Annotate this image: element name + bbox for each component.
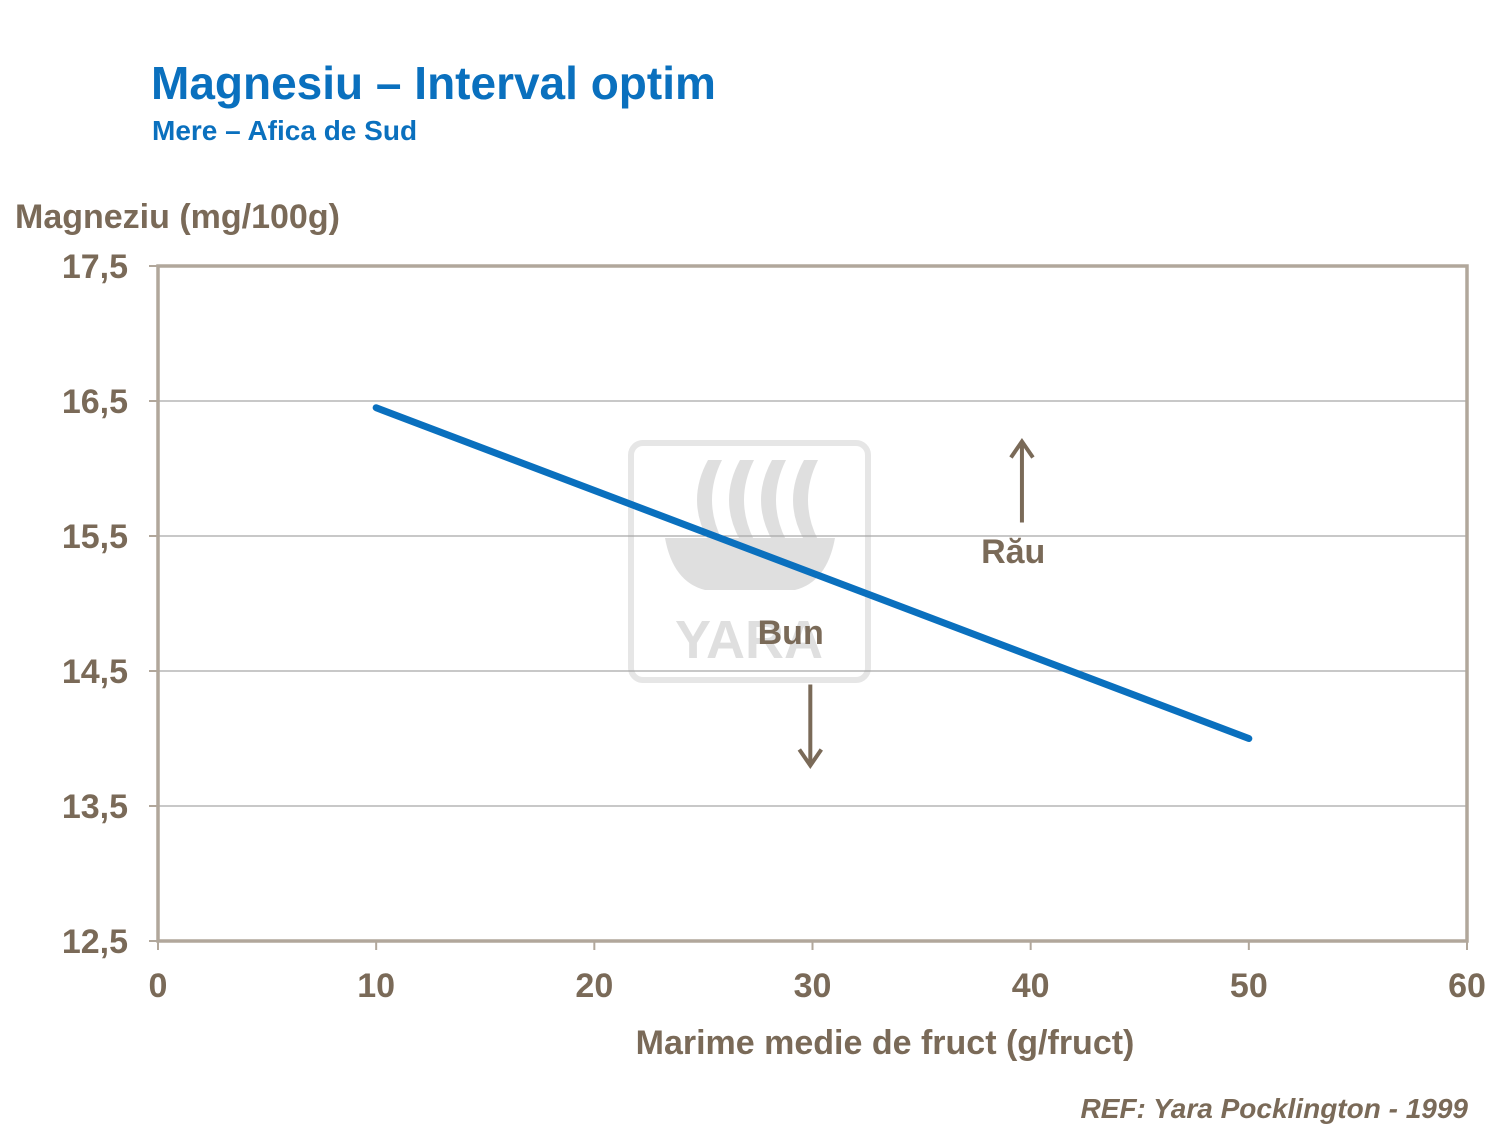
x-axis-label: Marime medie de fruct (g/fruct): [636, 1024, 1135, 1062]
grid-lines: [158, 400, 1467, 807]
x-tick-label-0: 0: [149, 967, 168, 1005]
arrow-down-icon: [797, 748, 823, 770]
x-tick-label-5: 50: [1230, 967, 1268, 1005]
y-tick-label-1: 13,5: [62, 788, 128, 826]
x-tick-labels: 0 10 20 30 40 50 60: [149, 967, 1486, 1005]
plot-border: [156, 264, 1469, 943]
annotations: Rău Bun: [758, 437, 1045, 770]
watermark-text: YARA: [675, 610, 823, 670]
y-tick-label-3: 15,5: [62, 518, 128, 556]
x-tick-label-6: 60: [1448, 967, 1486, 1005]
plot-frame: [156, 264, 1469, 943]
series-layer: [372, 404, 1253, 742]
reference-note: REF: Yara Pocklington - 1999: [1080, 1093, 1468, 1124]
annotation-label-bun: Bun: [758, 614, 824, 652]
y-tick-label-0: 12,5: [62, 923, 128, 961]
x-tick-label-3: 30: [794, 967, 832, 1005]
x-tick-label-2: 20: [575, 967, 613, 1005]
x-tick-label-4: 40: [1012, 967, 1050, 1005]
tick-marks: [149, 265, 1468, 950]
y-tick-label-5: 17,5: [62, 248, 128, 286]
y-tick-label-4: 16,5: [62, 383, 128, 421]
page-title: Magnesiu – Interval optim: [151, 57, 716, 109]
y-axis-label: Magneziu (mg/100g): [15, 198, 340, 236]
y-tick-labels: 12,5 13,5 14,5 15,5 16,5 17,5: [62, 248, 128, 961]
yara-watermark-logo: YARA: [628, 440, 871, 683]
page-subtitle: Mere – Afica de Sud: [152, 115, 418, 146]
x-tick-label-1: 10: [357, 967, 395, 1005]
arrow-up-icon: [1009, 437, 1035, 459]
y-tick-label-2: 14,5: [62, 653, 128, 691]
annotation-label-ru: Rău: [981, 533, 1045, 571]
viking-ship-icon: [665, 460, 835, 590]
series-line-0: [372, 404, 1253, 742]
